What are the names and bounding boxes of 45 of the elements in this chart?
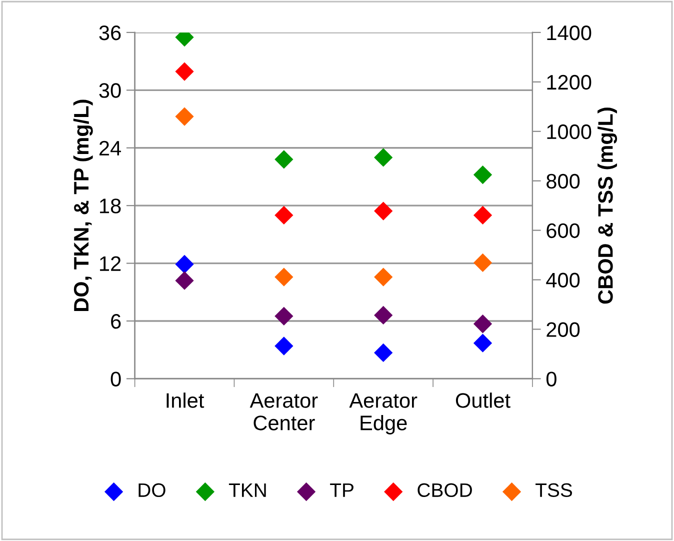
- point: [473, 165, 492, 184]
- y-axis-title: DO, TKN, & TP (mg/L): [73, 100, 93, 312]
- legend-label: TKN: [228, 483, 266, 497]
- point: [274, 206, 294, 225]
- legend-label: TP: [330, 483, 354, 497]
- y2-tick-label: 1200: [547, 74, 592, 90]
- legend-label: TSS: [536, 483, 572, 498]
- y2-tick-label: 0: [546, 372, 556, 386]
- y2-axis-title: CBOD & TSS (mg/L): [598, 108, 618, 304]
- point: [274, 336, 294, 356]
- y2-tick-label: 400: [546, 272, 580, 288]
- y-tick-label: 18: [100, 198, 121, 214]
- point: [374, 148, 393, 167]
- point: [274, 306, 294, 326]
- y2-tick-label: 800: [546, 174, 580, 189]
- y-tick-label: 36: [99, 25, 121, 40]
- point: [473, 253, 492, 272]
- y2-tick-label: 600: [546, 223, 580, 238]
- y-tick-label: 30: [99, 83, 121, 98]
- point: [374, 343, 393, 362]
- point: [374, 202, 393, 220]
- point: [175, 271, 194, 290]
- point: [274, 150, 294, 169]
- point: [374, 306, 393, 325]
- y-tick-label: 24: [99, 140, 121, 156]
- x-tick-label: Aerator Center: [250, 393, 318, 430]
- y-tick-label: 6: [111, 314, 121, 329]
- point: [274, 268, 294, 286]
- y2-tick-label: 1400: [547, 25, 592, 40]
- legend-label: DO: [138, 483, 166, 498]
- point: [473, 314, 492, 334]
- y-tick-label: 12: [100, 256, 121, 271]
- x-tick-label: Outlet: [456, 392, 510, 408]
- y2-tick-label: 1000: [547, 124, 592, 140]
- x-tick-label: Aerator Edge: [349, 393, 418, 434]
- point: [473, 206, 492, 225]
- x-tick-label: Inlet: [166, 392, 204, 408]
- point: [175, 107, 194, 126]
- point: [175, 62, 194, 81]
- point: [374, 268, 393, 286]
- y-tick-label: 0: [110, 372, 121, 386]
- legend-label: CBOD: [418, 483, 472, 498]
- point: [473, 334, 492, 352]
- y2-tick-label: 200: [546, 322, 580, 337]
- point: [175, 254, 194, 274]
